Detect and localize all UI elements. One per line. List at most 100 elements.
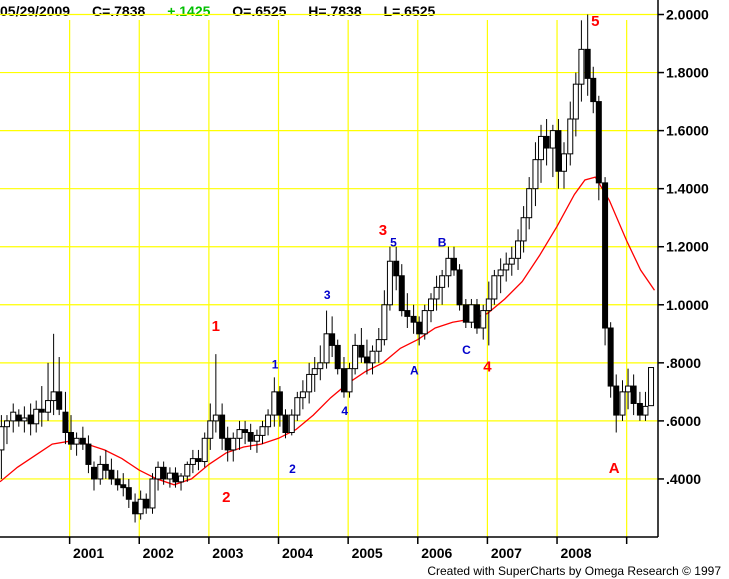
candle-body bbox=[276, 391, 283, 416]
candle bbox=[526, 177, 533, 230]
candle-body bbox=[473, 304, 480, 329]
candle-body bbox=[137, 498, 144, 515]
candle-body bbox=[445, 257, 452, 277]
candle-body bbox=[567, 118, 574, 155]
candle bbox=[450, 246, 457, 276]
candle-body bbox=[450, 257, 457, 271]
candle bbox=[398, 264, 405, 317]
candle-body bbox=[189, 458, 196, 465]
y-tick-label: 2.0000 bbox=[666, 7, 709, 23]
candle bbox=[346, 362, 353, 398]
candle-body bbox=[485, 298, 492, 312]
candle bbox=[468, 298, 475, 329]
candle bbox=[189, 449, 196, 474]
candle bbox=[642, 391, 649, 421]
y-tick-label: 1.4000 bbox=[666, 181, 709, 197]
candle bbox=[421, 304, 428, 340]
candle bbox=[456, 264, 463, 311]
candle-body bbox=[265, 414, 272, 428]
x-tick-label: 2002 bbox=[143, 545, 174, 561]
candle bbox=[538, 124, 545, 183]
candle bbox=[410, 304, 417, 334]
candle-body bbox=[224, 437, 231, 451]
candle bbox=[543, 119, 550, 166]
candle bbox=[114, 470, 121, 491]
candle bbox=[532, 142, 539, 207]
candle-body bbox=[642, 405, 649, 416]
candle-body bbox=[73, 437, 80, 445]
candle bbox=[271, 377, 278, 427]
candle bbox=[219, 403, 226, 450]
candle bbox=[97, 455, 104, 485]
candle bbox=[0, 415, 5, 479]
candle-body bbox=[79, 437, 86, 445]
y-tick-label: 1.0000 bbox=[666, 297, 709, 313]
candle-body bbox=[410, 315, 417, 323]
candle-body bbox=[334, 344, 341, 370]
y-tick-label: 1.8000 bbox=[666, 65, 709, 81]
candle-body bbox=[143, 498, 150, 509]
candle bbox=[473, 298, 480, 334]
candle-body bbox=[38, 408, 45, 413]
candle bbox=[590, 66, 597, 114]
candle-body bbox=[114, 478, 121, 486]
candle-body bbox=[195, 458, 202, 463]
wave-label: 4 bbox=[341, 404, 348, 418]
candle bbox=[393, 246, 400, 291]
candle bbox=[207, 403, 214, 450]
candle-body bbox=[549, 130, 556, 149]
candle-body bbox=[375, 339, 382, 352]
candle-body bbox=[468, 304, 475, 323]
candle bbox=[595, 95, 602, 201]
candle-body bbox=[259, 426, 266, 436]
candle bbox=[636, 391, 643, 421]
wave-label: A bbox=[410, 363, 419, 377]
candle bbox=[520, 206, 527, 253]
candle-body bbox=[33, 408, 40, 425]
candle bbox=[68, 415, 75, 450]
wave-label: 3 bbox=[379, 222, 387, 239]
candle-body bbox=[439, 275, 446, 288]
wave-label: 2 bbox=[289, 462, 296, 476]
moving-average-layer bbox=[0, 176, 656, 486]
candle bbox=[10, 403, 17, 433]
x-tick-label: 2001 bbox=[73, 545, 104, 561]
candle-body bbox=[613, 385, 620, 416]
wave-label: 5 bbox=[390, 236, 397, 250]
candle-body bbox=[421, 310, 428, 335]
y-tick-label: .4000 bbox=[666, 471, 701, 487]
candle-body bbox=[120, 484, 127, 489]
candle bbox=[648, 367, 655, 407]
candle-body bbox=[91, 466, 97, 480]
candle bbox=[439, 269, 446, 305]
candle bbox=[602, 177, 609, 346]
candle bbox=[288, 409, 295, 436]
candle-body bbox=[428, 298, 435, 312]
candle bbox=[613, 374, 620, 433]
candle-body bbox=[491, 275, 498, 300]
candle-body bbox=[346, 368, 353, 393]
candles-layer bbox=[0, 14, 655, 523]
candle bbox=[561, 142, 567, 189]
candle-body bbox=[207, 420, 214, 439]
candle bbox=[108, 458, 115, 485]
candle-body bbox=[456, 269, 463, 306]
candle-body bbox=[184, 463, 191, 477]
candle-body bbox=[520, 217, 527, 242]
x-tick-label: 2007 bbox=[491, 545, 522, 561]
candle-body bbox=[462, 304, 469, 323]
candle-body bbox=[45, 400, 52, 413]
candle-body bbox=[416, 321, 423, 335]
candle bbox=[363, 339, 370, 375]
candle-body bbox=[10, 411, 17, 422]
candle-body bbox=[166, 472, 173, 480]
candle bbox=[630, 374, 637, 416]
candle bbox=[508, 246, 515, 276]
x-tick-label: 2003 bbox=[212, 545, 243, 561]
candle bbox=[567, 101, 574, 166]
candle bbox=[625, 368, 632, 410]
wave-label: 3 bbox=[324, 288, 331, 302]
candle bbox=[329, 316, 336, 358]
wave-labels-layer: 1 2 3 4 5 A 1 2 3 4 5 A B C bbox=[212, 13, 620, 506]
candle bbox=[381, 290, 388, 346]
